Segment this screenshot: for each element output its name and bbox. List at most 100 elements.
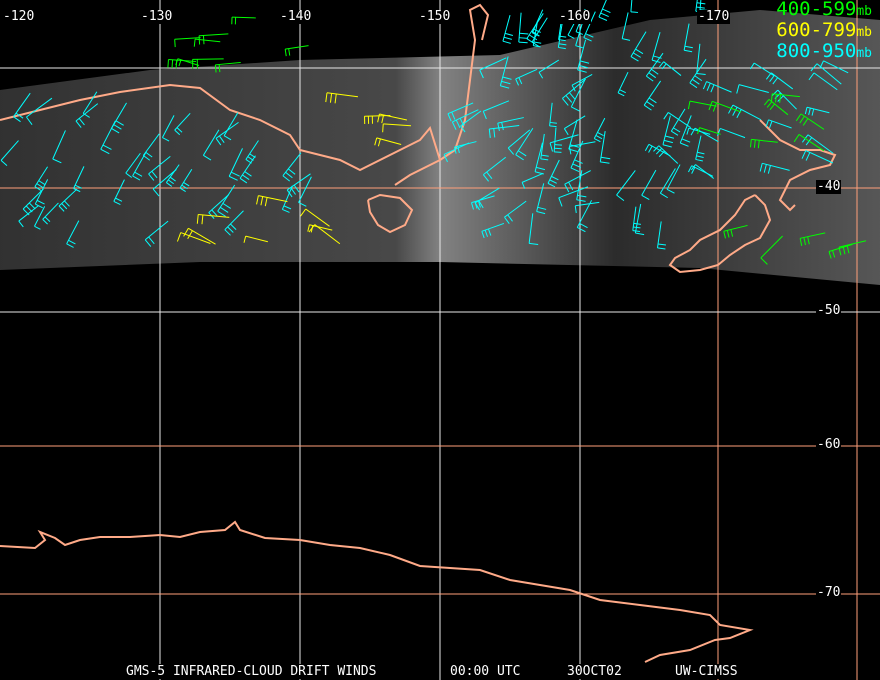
- wind-barb-feather: [488, 128, 491, 139]
- wind-barb-feather: [282, 208, 290, 213]
- wind-barb: [712, 100, 742, 113]
- wind-barb-feather: [749, 62, 755, 70]
- wind-barb-feather: [597, 131, 604, 137]
- wind-barb-feather: [779, 94, 782, 103]
- wind-barb-feather: [828, 251, 832, 259]
- wind-barb-feather: [474, 201, 478, 209]
- wind-barb-feather: [694, 75, 703, 82]
- wind-barb-feather: [447, 113, 452, 122]
- wind-barb-feather: [802, 118, 809, 126]
- lon-label: -150: [418, 9, 452, 24]
- wind-barb-feather: [538, 72, 544, 79]
- wind-barb-feather: [635, 48, 644, 55]
- wind-barb: [534, 142, 543, 172]
- wind-barb-feather: [808, 107, 811, 115]
- wind-barb-feather: [26, 116, 33, 125]
- wind-barb-feather: [187, 230, 193, 240]
- wind-barb-feather: [219, 135, 225, 143]
- wind-barb: [174, 37, 201, 40]
- wind-barb-feather: [684, 49, 693, 53]
- wind-barb-feather: [73, 188, 81, 193]
- wind-barb-feather: [224, 229, 231, 236]
- pressure-legend: 400-599mb 600-799mb 800-950mb: [776, 0, 872, 63]
- wind-barb-feather: [382, 123, 384, 133]
- wind-barb-feather: [600, 156, 611, 160]
- wind-barb-feather: [799, 115, 805, 124]
- lat-label: -40: [816, 179, 842, 194]
- wind-barb-feather: [602, 8, 611, 13]
- wind-barb-feather: [585, 33, 594, 38]
- wind-barb-feather: [681, 138, 691, 143]
- wind-barb-feather: [482, 174, 489, 182]
- wind-barb: [376, 137, 402, 146]
- wind-barb: [696, 43, 701, 74]
- wind-barb-feather: [531, 30, 540, 37]
- wind-barb-feather: [179, 187, 186, 193]
- wind-barb: [152, 169, 177, 190]
- wind-barb-feather: [846, 245, 850, 254]
- lat-label: -50: [816, 303, 842, 318]
- wind-barb: [180, 232, 211, 244]
- wind-barb-feather: [377, 113, 380, 123]
- wind-barb-feather: [293, 184, 300, 193]
- wind-barb: [215, 121, 239, 139]
- wind-barb-feather: [74, 184, 82, 189]
- wind-barb-feather: [484, 229, 488, 237]
- wind-barb-feather: [684, 45, 693, 49]
- wind-barb: [245, 140, 259, 160]
- lon-label: -120: [2, 9, 36, 24]
- wind-barb-feather: [287, 168, 296, 175]
- wind-barb-feather: [653, 55, 662, 59]
- wind-barb: [82, 91, 98, 114]
- wind-barb: [648, 143, 671, 157]
- wind-barb-feather: [64, 200, 70, 207]
- wind-barb-feather: [377, 138, 381, 147]
- wind-barb-feather: [453, 146, 457, 154]
- wind-barb-feather: [569, 144, 580, 148]
- wind-barb-feather: [167, 59, 169, 68]
- wind-barb-feather: [571, 106, 580, 112]
- wind-barb: [198, 213, 230, 218]
- wind-barb-feather: [655, 148, 663, 155]
- wind-barb: [577, 39, 587, 71]
- wind-barb: [217, 184, 236, 212]
- wind-barb: [828, 243, 853, 252]
- wind-barb: [823, 60, 849, 74]
- wind-barb: [695, 135, 702, 160]
- wind-barb-feather: [578, 64, 589, 69]
- wind-barb-feather: [501, 80, 511, 85]
- wind-barb-feather: [44, 216, 51, 223]
- wind-barb-feather: [100, 148, 110, 155]
- wind-barb-feather: [503, 36, 512, 40]
- wind-barb-feather: [765, 72, 772, 80]
- wind-barb-feather: [0, 159, 8, 166]
- wind-barb-feather: [502, 40, 511, 44]
- wind-barb-feather: [38, 180, 45, 185]
- wind-barb-feather: [230, 223, 237, 230]
- wind-barb-feather: [598, 16, 608, 21]
- wind-barb: [695, 164, 715, 179]
- wind-barb-feather: [572, 163, 582, 168]
- wind-barb-feather: [732, 107, 738, 116]
- wind-barb: [662, 115, 671, 145]
- wind-barb: [751, 138, 778, 143]
- wind-barb-feather: [577, 194, 587, 198]
- wind-barb-feather: [451, 111, 456, 120]
- product-name: GMS-5 INFRARED-CLOUD DRIFT WINDS: [126, 664, 377, 679]
- wind-barb-feather: [219, 206, 229, 213]
- legend-entry: 800-950mb: [776, 40, 872, 62]
- wind-barb-feather: [174, 39, 176, 48]
- wind-barb-feather: [691, 167, 696, 174]
- wind-barb-feather: [793, 134, 800, 143]
- wind-barb-feather: [630, 56, 639, 62]
- wind-barb-feather: [808, 72, 815, 81]
- wind-barb-feather: [723, 231, 726, 239]
- wind-barb: [666, 164, 681, 190]
- wind-barb-feather: [68, 239, 76, 245]
- wind-barb-feather: [215, 138, 222, 146]
- wind-barb-feather: [616, 194, 625, 202]
- wind-barb-feather: [769, 120, 773, 129]
- wind-barb: [575, 201, 600, 207]
- wind-barb-feather: [657, 247, 666, 250]
- wind-barb-feather: [803, 237, 806, 246]
